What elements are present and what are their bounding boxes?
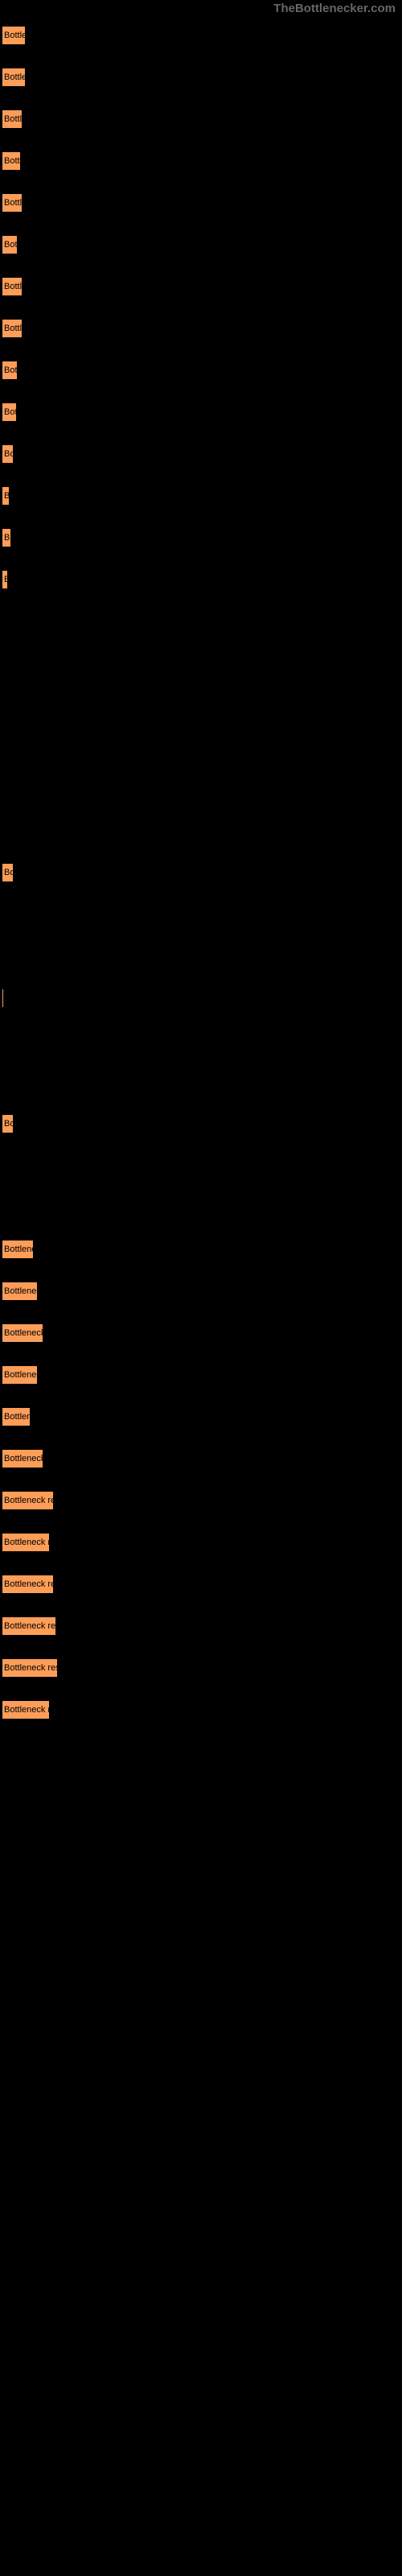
bar-row: Bo	[2, 1104, 402, 1143]
bar-row: Bot	[2, 225, 402, 264]
bar-row: Bottlene	[2, 1230, 402, 1269]
bar-row	[2, 979, 402, 1018]
watermark-text: TheBottlenecker.com	[273, 2, 396, 15]
bar: Bottleneck r	[2, 1533, 50, 1552]
bar: Bottle	[2, 68, 26, 87]
bar: Bottleneck r	[2, 1700, 50, 1719]
bar-row	[2, 1146, 402, 1185]
bar-row	[2, 1063, 402, 1101]
bar-row	[2, 811, 402, 850]
bar-row: Bot	[2, 393, 402, 431]
bar: Bottl	[2, 277, 23, 296]
bar-row: B	[2, 518, 402, 557]
bar-row: B	[2, 477, 402, 515]
bar: Bottl	[2, 319, 23, 338]
bar-row: Bo	[2, 853, 402, 892]
bar-row: Bottleneck re	[2, 1481, 402, 1520]
bar-row: Bottleneck re	[2, 1565, 402, 1604]
bar: Bottleneck re	[2, 1491, 54, 1510]
bar-row	[2, 728, 402, 766]
bar: Bottleneck re	[2, 1575, 54, 1594]
bar: Bot	[2, 235, 18, 254]
bar-row: Bottleneck	[2, 1314, 402, 1352]
bar: Bottleneck	[2, 1323, 43, 1343]
bar-row: Bottl	[2, 184, 402, 222]
bar: Bo	[2, 444, 14, 464]
bar-row: Bottl	[2, 100, 402, 138]
bar-row: Bottleneck	[2, 1439, 402, 1478]
bar-row	[2, 1188, 402, 1227]
bar: Bottleneck	[2, 1449, 43, 1468]
bar: Bottlenec	[2, 1365, 38, 1385]
bar-row: Bottle	[2, 58, 402, 97]
bar: Bo	[2, 863, 14, 882]
bar-row: Bottl	[2, 267, 402, 306]
bar: Bottle	[2, 26, 26, 45]
bar-row: Bott	[2, 142, 402, 180]
bar-row: Bottleneck res	[2, 1607, 402, 1645]
bar-row: Bottleneck r	[2, 1523, 402, 1562]
bar: B	[2, 528, 11, 547]
bar-row: Bo	[2, 435, 402, 473]
bar: Bottleneck res	[2, 1616, 56, 1636]
bar	[2, 989, 4, 1008]
bar-row	[2, 602, 402, 641]
bar-row: Bottlen	[2, 1397, 402, 1436]
bar: Bottl	[2, 109, 23, 129]
bar-chart: Bottle Bottle Bottl Bott Bottl Bot Bottl Bottl B…	[0, 0, 402, 1729]
bar-row: Bottlenec	[2, 1272, 402, 1311]
bar: B	[2, 570, 8, 589]
bar-row: Bottl	[2, 309, 402, 348]
bar-row: Bottleneck r	[2, 1690, 402, 1729]
bar: Bottlene	[2, 1240, 34, 1259]
bar: Bot	[2, 402, 17, 422]
bar: Bottlenec	[2, 1282, 38, 1301]
bar-row: Bottle	[2, 16, 402, 55]
bar: Bottlen	[2, 1407, 31, 1426]
bar: B	[2, 486, 10, 506]
bar-row	[2, 644, 402, 683]
bar: Bot	[2, 361, 18, 380]
bar-row	[2, 895, 402, 934]
bar: Bott	[2, 151, 21, 171]
bar-row: Bottleneck res	[2, 1649, 402, 1687]
bar-row: Bottlenec	[2, 1356, 402, 1394]
bar-row	[2, 770, 402, 808]
bar: Bo	[2, 1114, 14, 1133]
bar-row: Bot	[2, 351, 402, 390]
bar-row	[2, 1021, 402, 1059]
bar-row	[2, 937, 402, 976]
bar: Bottl	[2, 193, 23, 213]
bar-row	[2, 686, 402, 724]
bar: Bottleneck res	[2, 1658, 58, 1678]
bar-row: B	[2, 560, 402, 599]
